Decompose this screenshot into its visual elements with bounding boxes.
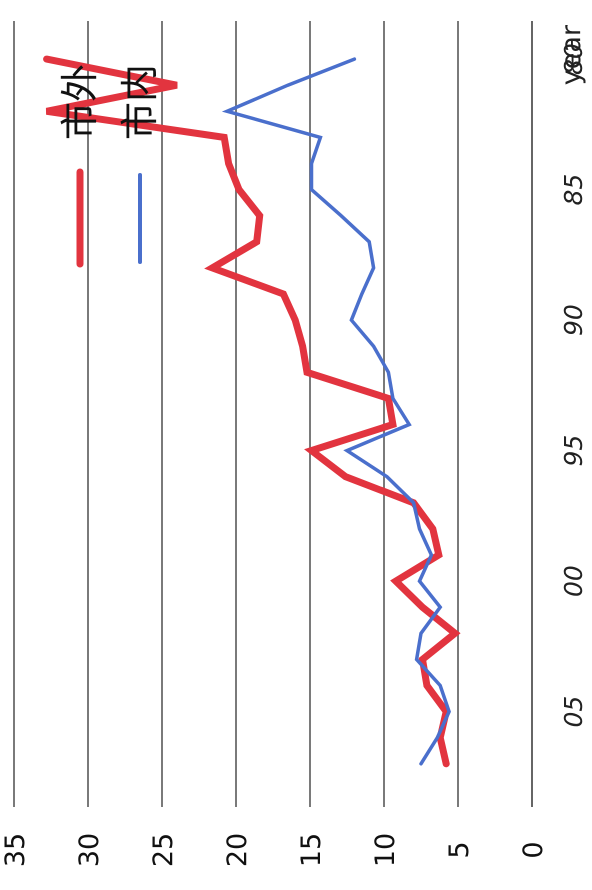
- legend-label-shinai: 市内: [118, 64, 162, 140]
- x-tick-label: 80: [559, 43, 588, 75]
- x-tick-label: 90: [559, 304, 588, 336]
- y-tick-label: 20: [222, 833, 253, 867]
- y-axis-ticks: 0 5 10 15 20 25 30 35: [0, 833, 549, 867]
- y-tick-label: 5: [444, 841, 475, 858]
- x-tick-label: 85: [559, 174, 588, 206]
- x-tick-label: 00: [559, 565, 588, 597]
- y-tick-label: 0: [518, 841, 549, 858]
- y-tick-label: 35: [0, 833, 31, 867]
- y-tick-label: 15: [296, 833, 327, 867]
- grid: [13, 21, 533, 807]
- x-tick-label: 05: [559, 696, 588, 728]
- x-axis-ticks: 80 85 90 95 00 05: [559, 43, 588, 727]
- y-tick-label: 30: [74, 833, 105, 867]
- series-lines: [43, 55, 461, 768]
- x-tick-label: 95: [559, 435, 588, 467]
- legend: 市外 市内: [58, 64, 162, 268]
- series-line-1: [221, 57, 451, 766]
- series-line-0: [43, 55, 461, 768]
- x-axis-label: year: [556, 24, 587, 85]
- legend-label-shigai: 市外: [58, 64, 102, 140]
- y-tick-label: 10: [370, 833, 401, 867]
- y-tick-label: 25: [148, 833, 179, 867]
